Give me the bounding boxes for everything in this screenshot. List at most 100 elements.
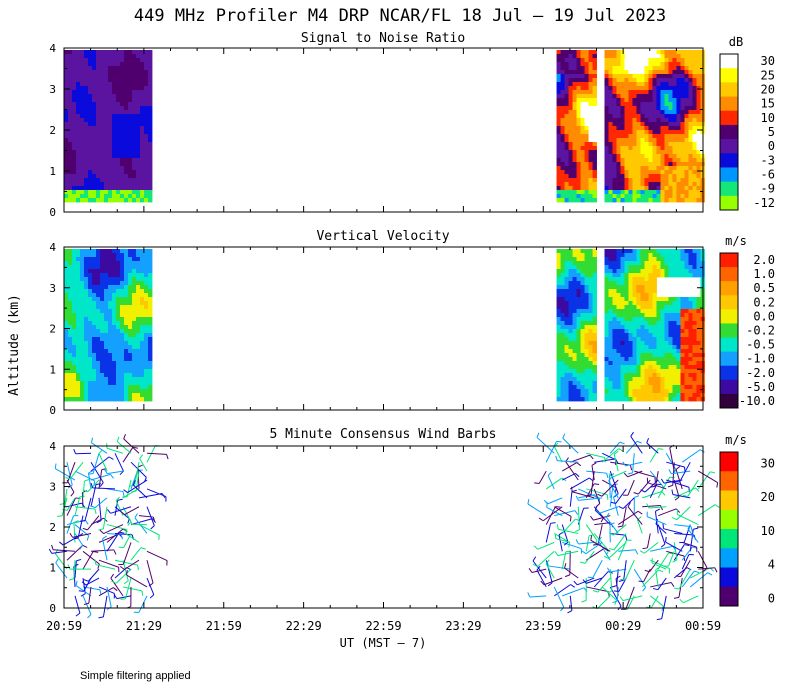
heat-cell: [692, 162, 697, 167]
heat-cell: [684, 94, 689, 99]
heat-cell: [660, 190, 665, 195]
heat-cell: [688, 162, 693, 167]
wind-barb-flag: [622, 461, 626, 467]
heat-cell: [616, 393, 621, 398]
heat-cell: [92, 309, 97, 314]
heat-cell: [76, 353, 81, 358]
heat-cell: [72, 329, 77, 334]
heat-cell: [696, 257, 701, 262]
heat-cell: [120, 154, 125, 159]
heat-cell: [648, 186, 653, 191]
heat-cell: [84, 146, 89, 151]
heat-cell: [120, 389, 125, 394]
colorbar-swatch: [720, 267, 738, 282]
heat-cell: [592, 74, 597, 79]
heat-cell: [604, 122, 609, 127]
heat-cell: [144, 122, 149, 127]
heat-cell: [80, 253, 85, 258]
y-tick-label: 4: [49, 241, 56, 254]
heat-cell: [136, 345, 141, 350]
heat-cell: [684, 86, 689, 91]
wind-barb: [554, 506, 572, 517]
wind-barb: [625, 461, 643, 467]
heat-cell: [692, 325, 697, 330]
heat-cell: [64, 134, 69, 139]
heat-cell: [120, 62, 125, 67]
heat-cell: [636, 162, 641, 167]
heat-cell: [84, 126, 89, 131]
heat-cell: [84, 385, 89, 390]
heat-cell: [116, 273, 121, 278]
heat-cell: [560, 62, 565, 67]
wind-barb: [74, 496, 81, 516]
heat-cell: [136, 74, 141, 79]
heat-cell: [628, 305, 633, 310]
wind-barb-flag: [606, 494, 609, 500]
heat-cell: [688, 365, 693, 370]
heat-cell: [100, 102, 105, 107]
heat-cell: [640, 138, 645, 143]
heat-cell: [140, 261, 145, 266]
heat-cell: [112, 142, 117, 147]
heat-cell: [148, 134, 153, 139]
heat-cell: [592, 134, 597, 139]
heat-cell: [632, 285, 637, 290]
heat-cell: [684, 321, 689, 326]
heat-cell: [560, 194, 565, 199]
heat-cell: [632, 273, 637, 278]
heat-cell: [120, 281, 125, 286]
heat-cell: [136, 82, 141, 87]
heat-cell: [680, 198, 685, 203]
heat-cell: [84, 281, 89, 286]
heat-cell: [580, 174, 585, 179]
heat-cell: [560, 265, 565, 270]
heat-cell: [564, 50, 569, 55]
heat-cell: [92, 142, 97, 147]
heat-cell: [644, 58, 649, 63]
heat-cell: [656, 325, 661, 330]
heat-cell: [684, 369, 689, 374]
heat-cell: [92, 118, 97, 123]
wind-barb: [72, 532, 92, 538]
heat-cell: [68, 309, 73, 314]
heat-cell: [92, 289, 97, 294]
heat-cell: [668, 321, 673, 326]
wind-barb: [102, 595, 108, 617]
heat-cell: [608, 114, 613, 119]
heat-cell: [616, 309, 621, 314]
heat-cell: [76, 373, 81, 378]
heat-cell: [592, 162, 597, 167]
heat-cell: [132, 345, 137, 350]
heat-cell: [68, 277, 73, 282]
wind-barb-flag: [636, 440, 642, 444]
heat-cell: [692, 190, 697, 195]
heat-cell: [576, 373, 581, 378]
heat-cell: [576, 345, 581, 350]
heat-cell: [120, 190, 125, 195]
heat-cell: [632, 74, 637, 79]
heat-cell: [640, 190, 645, 195]
heat-cell: [72, 166, 77, 171]
heat-cell: [612, 74, 617, 79]
heat-cell: [612, 357, 617, 362]
heat-cell: [148, 146, 153, 151]
heat-cell: [140, 333, 145, 338]
heat-cell: [592, 305, 597, 310]
heat-cell: [588, 293, 593, 298]
heat-cell: [620, 293, 625, 298]
wind-barb: [106, 447, 124, 454]
heat-cell: [624, 170, 629, 175]
heat-cell: [120, 114, 125, 119]
heat-cell: [680, 94, 685, 99]
heat-cell: [100, 393, 105, 398]
heat-cell: [576, 166, 581, 171]
heat-cell: [92, 178, 97, 183]
heat-cell: [76, 317, 81, 322]
wind-barb-flag: [75, 580, 78, 586]
heat-cell: [72, 341, 77, 346]
heat-cell: [92, 265, 97, 270]
heat-cell: [636, 130, 641, 135]
heat-cell: [84, 361, 89, 366]
heat-cell: [136, 385, 141, 390]
wind-barb-flag: [642, 586, 647, 592]
